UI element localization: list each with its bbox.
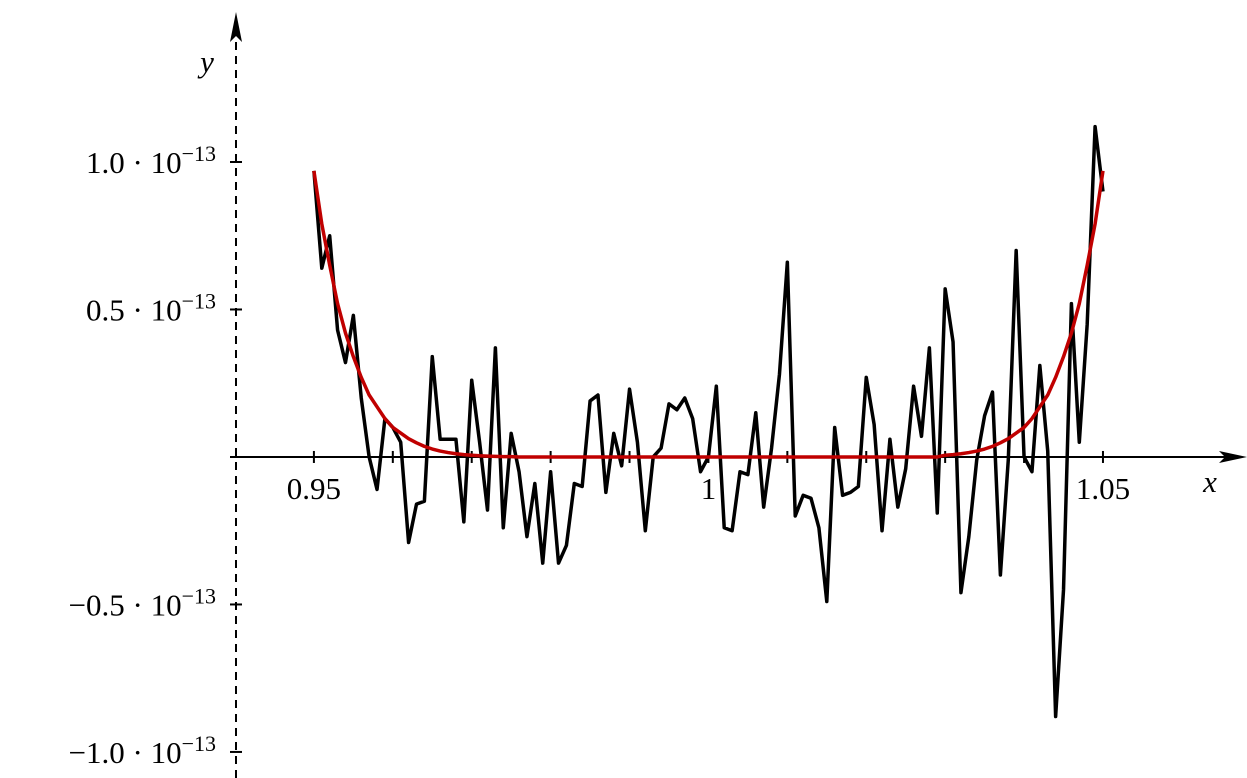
x-tick-label: 1 (701, 471, 717, 506)
series-line (312, 170, 1105, 459)
y-tick-label: −1.0 · 10−13 (69, 731, 216, 770)
y-tick-label: 0.5 · 10−13 (86, 288, 216, 327)
x-tick-label: 1.05 (1076, 471, 1130, 506)
y-axis-label: y (197, 44, 214, 79)
y-axis-arrow (230, 12, 242, 42)
x-axis-label: x (1202, 464, 1217, 499)
x-tick-label: 0.95 (287, 471, 341, 506)
y-tick-label: 1.0 · 10−13 (86, 141, 216, 180)
series-line (312, 124, 1105, 719)
x-axis-arrow (1219, 451, 1247, 463)
y-tick-label: −0.5 · 10−13 (69, 583, 216, 622)
